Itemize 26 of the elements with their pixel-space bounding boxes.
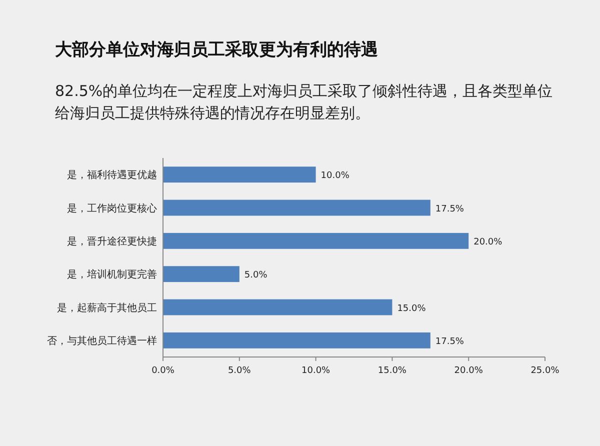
x-tick-label: 20.0% — [454, 366, 484, 376]
y-tick-label: 是，起薪高于其他员工 — [57, 302, 157, 314]
x-tick-label: 25.0% — [530, 366, 560, 376]
x-tick-label: 10.0% — [302, 366, 331, 376]
data-label: 17.5% — [435, 204, 464, 214]
x-tick-label: 0.0% — [152, 366, 175, 376]
y-tick-label: 否，与其他员工待遇一样 — [47, 334, 157, 347]
bar — [163, 200, 430, 216]
bar — [163, 266, 240, 282]
x-tick-label: 15.0% — [378, 366, 407, 376]
bar — [163, 332, 430, 348]
bar — [163, 166, 316, 183]
data-label: 17.5% — [435, 336, 464, 347]
data-label: 20.0% — [474, 237, 503, 248]
bar — [163, 299, 392, 316]
y-tick-label: 是，晋升途径更快捷 — [67, 235, 157, 248]
data-label: 10.0% — [320, 171, 350, 182]
data-label: 15.0% — [397, 304, 426, 314]
y-tick-label: 是，培训机制更完善 — [67, 268, 157, 281]
bar — [163, 232, 469, 249]
y-tick-label: 是，工作岗位更核心 — [67, 202, 157, 214]
y-tick-label: 是，福利待遇更优越 — [67, 169, 157, 182]
data-label: 5.0% — [244, 270, 268, 281]
x-tick-label: 5.0% — [228, 366, 252, 376]
chart-title: 大部分单位对海归员工采取更为有利的待遇 — [55, 39, 378, 61]
chart-subtitle: 82.5%的单位均在一定程度上对海归员工采取了倾斜性待遇，且各类型单位给海归员工提供特殊待遇的情况存在明显差别。 — [55, 81, 554, 124]
